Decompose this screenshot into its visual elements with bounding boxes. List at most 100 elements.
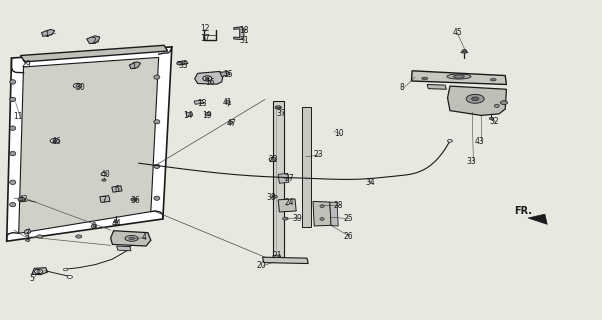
Bar [302, 108, 311, 227]
Text: 25: 25 [343, 214, 353, 223]
Ellipse shape [37, 270, 40, 272]
Text: 20: 20 [256, 261, 266, 270]
Text: 17: 17 [200, 35, 209, 44]
Text: 28: 28 [334, 201, 343, 210]
Polygon shape [447, 86, 506, 116]
Text: 16: 16 [205, 78, 215, 87]
Ellipse shape [129, 237, 134, 240]
Text: 13: 13 [197, 99, 207, 108]
Ellipse shape [176, 62, 181, 65]
Text: 8: 8 [400, 83, 405, 92]
Text: 42: 42 [19, 195, 28, 204]
Ellipse shape [10, 151, 16, 156]
Text: 41: 41 [223, 98, 232, 107]
Ellipse shape [494, 104, 499, 108]
Text: 22: 22 [268, 155, 278, 164]
Polygon shape [20, 45, 168, 62]
Ellipse shape [102, 179, 106, 181]
Ellipse shape [131, 198, 137, 201]
Polygon shape [220, 71, 230, 76]
Ellipse shape [154, 164, 160, 168]
Ellipse shape [453, 75, 464, 78]
Text: 27: 27 [285, 174, 294, 183]
Bar [273, 101, 284, 257]
Polygon shape [111, 231, 151, 246]
Ellipse shape [490, 78, 496, 81]
Ellipse shape [203, 76, 212, 81]
Polygon shape [194, 100, 203, 104]
Polygon shape [273, 255, 281, 258]
Text: 33: 33 [467, 157, 476, 166]
Ellipse shape [125, 236, 138, 241]
Text: 44: 44 [111, 219, 121, 228]
Ellipse shape [471, 97, 479, 101]
Polygon shape [117, 246, 131, 251]
Text: 37: 37 [277, 109, 287, 118]
Polygon shape [528, 214, 547, 224]
Text: 5: 5 [29, 274, 34, 283]
Text: 2: 2 [92, 37, 96, 46]
Polygon shape [42, 29, 55, 36]
Polygon shape [32, 268, 48, 275]
Ellipse shape [154, 75, 160, 79]
Ellipse shape [320, 205, 324, 208]
Text: 32: 32 [489, 117, 498, 126]
Ellipse shape [50, 139, 59, 143]
Polygon shape [7, 47, 172, 241]
Ellipse shape [101, 172, 107, 176]
Ellipse shape [34, 269, 43, 274]
Ellipse shape [154, 196, 160, 200]
Text: 36: 36 [131, 196, 140, 205]
Text: 43: 43 [475, 137, 485, 146]
Text: 40: 40 [101, 170, 111, 179]
Ellipse shape [447, 74, 471, 79]
Text: 31: 31 [239, 36, 249, 45]
Ellipse shape [269, 157, 276, 161]
Polygon shape [234, 27, 244, 40]
Ellipse shape [10, 202, 16, 207]
Ellipse shape [283, 217, 288, 220]
Text: FR.: FR. [514, 206, 532, 216]
Ellipse shape [18, 197, 25, 202]
Ellipse shape [461, 52, 468, 53]
Ellipse shape [205, 112, 211, 116]
Text: 3: 3 [24, 229, 29, 238]
Ellipse shape [67, 276, 72, 278]
Ellipse shape [500, 101, 507, 105]
Text: 29: 29 [21, 60, 31, 69]
Polygon shape [87, 36, 100, 44]
Ellipse shape [76, 235, 82, 238]
Text: 10: 10 [334, 129, 344, 138]
Text: 46: 46 [52, 137, 61, 146]
Text: 12: 12 [200, 24, 209, 33]
Ellipse shape [226, 100, 230, 103]
Polygon shape [313, 201, 331, 226]
Ellipse shape [272, 195, 278, 198]
Ellipse shape [462, 50, 467, 52]
Text: 21: 21 [273, 252, 282, 260]
Ellipse shape [73, 84, 82, 88]
Ellipse shape [63, 268, 67, 271]
Ellipse shape [205, 77, 209, 80]
Polygon shape [412, 71, 506, 84]
Polygon shape [185, 112, 193, 116]
Ellipse shape [10, 97, 16, 102]
Text: 39: 39 [292, 214, 302, 223]
Text: 4: 4 [141, 233, 146, 242]
Text: 14: 14 [183, 111, 193, 120]
Polygon shape [262, 257, 308, 264]
Text: 47: 47 [226, 118, 236, 128]
Polygon shape [25, 229, 31, 234]
Ellipse shape [26, 239, 30, 241]
Polygon shape [129, 62, 141, 69]
Ellipse shape [10, 126, 16, 130]
Ellipse shape [229, 121, 233, 124]
Ellipse shape [320, 218, 324, 220]
Ellipse shape [447, 140, 452, 142]
Ellipse shape [10, 180, 16, 185]
Ellipse shape [115, 235, 121, 238]
Text: 35: 35 [178, 61, 188, 70]
Ellipse shape [422, 77, 428, 80]
Text: 45: 45 [452, 28, 462, 37]
Text: 26: 26 [343, 232, 353, 241]
